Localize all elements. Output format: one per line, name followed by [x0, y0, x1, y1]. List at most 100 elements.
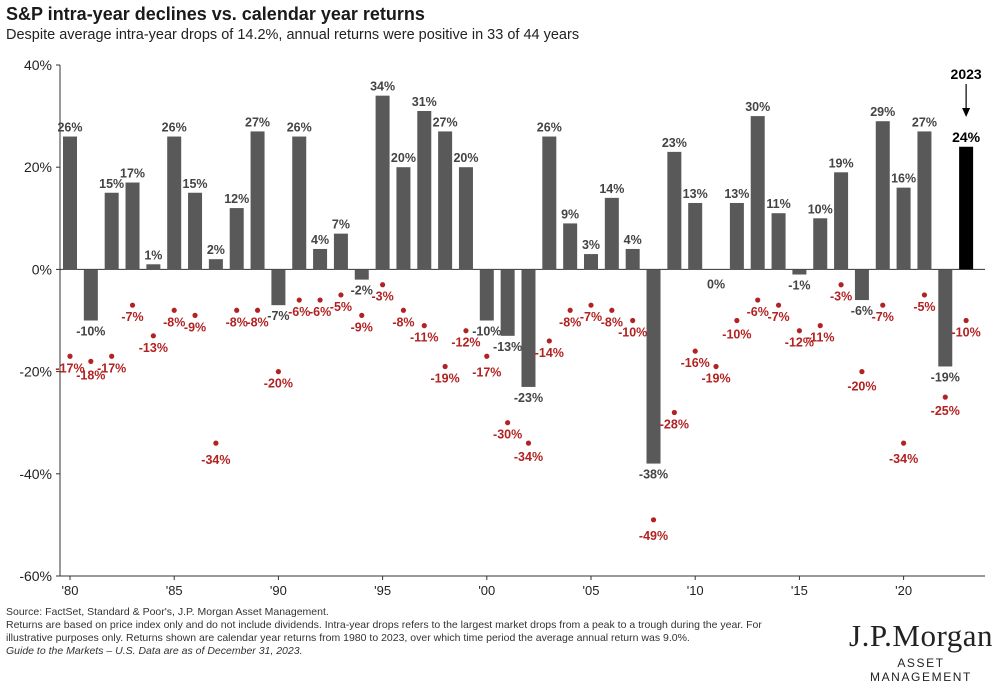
bar-label: 26% — [162, 121, 187, 135]
drop-dot — [88, 358, 94, 364]
drop-label: -3% — [830, 290, 852, 304]
return-bar — [854, 269, 869, 301]
bar-label: 27% — [912, 115, 937, 129]
drop-label: -8% — [226, 315, 248, 329]
footnote-guide: Guide to the Markets – U.S. Data are as … — [6, 645, 303, 657]
drop-dot — [213, 440, 219, 446]
drop-dot — [775, 302, 782, 308]
bar-label: -10% — [472, 325, 501, 339]
drop-label: -7% — [767, 310, 789, 324]
drop-dot — [838, 282, 844, 288]
bar-label: -38% — [639, 468, 668, 482]
drop-label: -8% — [601, 315, 623, 329]
drop-label: -12% — [785, 336, 814, 350]
drop-dot — [921, 292, 928, 298]
return-bar — [104, 192, 119, 270]
bar-label: 27% — [245, 115, 270, 129]
bar-label: -2% — [351, 284, 373, 298]
drop-dot — [338, 292, 344, 298]
drop-label: -20% — [264, 377, 293, 391]
return-bar — [542, 136, 557, 270]
bar-label: 13% — [724, 187, 749, 201]
return-bar — [584, 254, 598, 270]
return-bar — [646, 269, 661, 464]
drop-dot — [609, 307, 615, 313]
footnote: Source: FactSet, Standard & Poor's, J.P.… — [6, 606, 806, 658]
drop-label: -7% — [121, 310, 143, 324]
drop-dot — [713, 363, 719, 370]
y-tick-label: -40% — [19, 466, 52, 482]
return-bar — [167, 136, 182, 270]
drop-dot — [275, 369, 281, 375]
drop-dot — [442, 363, 448, 370]
drop-dot — [588, 302, 594, 308]
drop-dot — [650, 517, 657, 523]
drop-dot — [546, 338, 552, 344]
highlight-bar-label: 24% — [952, 129, 981, 145]
drop-dot — [171, 307, 177, 313]
drop-label: -30% — [493, 428, 522, 442]
drop-dot — [796, 328, 803, 334]
x-tick-label: '10 — [687, 583, 704, 598]
chart-subtitle: Despite average intra-year drops of 14.2… — [6, 27, 580, 43]
drop-label: -5% — [330, 300, 352, 314]
y-tick-label: 40% — [24, 57, 52, 73]
drop-dot — [859, 369, 865, 375]
drop-label: -17% — [472, 365, 501, 379]
bar-label: -1% — [788, 279, 810, 293]
drop-label: -7% — [872, 310, 894, 324]
bar-label: -23% — [514, 391, 543, 405]
drop-dot — [192, 312, 198, 318]
drop-dot — [317, 297, 323, 303]
drop-label: -49% — [639, 529, 668, 543]
drop-label: -6% — [747, 305, 769, 319]
drop-label: -11% — [806, 331, 835, 345]
highlight-arrow-head — [962, 108, 971, 117]
x-tick-label: '85 — [166, 583, 183, 598]
drop-label: -6% — [288, 305, 310, 319]
return-bar — [271, 269, 286, 306]
return-bar — [375, 95, 390, 270]
return-bar — [146, 264, 161, 270]
return-bar — [63, 136, 77, 270]
return-bar — [188, 192, 203, 270]
bar-label: 9% — [561, 207, 579, 221]
drop-dot — [525, 440, 532, 446]
return-bar — [521, 269, 536, 387]
drop-dot — [755, 297, 761, 303]
return-bar — [396, 167, 411, 270]
drop-label: -19% — [701, 371, 730, 385]
bar-label: 27% — [433, 115, 458, 129]
x-tick-label: '20 — [895, 583, 912, 598]
drop-label: -8% — [559, 315, 581, 329]
return-bar — [417, 110, 432, 270]
drop-label: -12% — [451, 336, 480, 350]
drop-dot — [359, 312, 365, 318]
drop-label: -34% — [889, 452, 918, 466]
drop-label: -6% — [309, 305, 331, 319]
y-tick-label: -20% — [19, 364, 52, 380]
x-tick-label: '15 — [791, 583, 808, 598]
footnote-source: Source: FactSet, Standard & Poor's, J.P.… — [6, 606, 329, 618]
bar-label: -6% — [851, 304, 873, 318]
drop-label: -10% — [952, 326, 981, 340]
drop-label: -11% — [410, 331, 439, 345]
drop-label: -28% — [660, 417, 689, 431]
return-bar — [688, 202, 703, 270]
return-bar — [750, 116, 765, 270]
bar-label: 16% — [891, 172, 916, 186]
drop-dot — [505, 420, 511, 426]
drop-label: -9% — [184, 320, 206, 334]
drop-label: -9% — [351, 320, 373, 334]
x-tick-label: '95 — [374, 583, 391, 598]
logo-sub: ASSET MANAGEMENT — [869, 656, 972, 684]
drop-dot — [150, 333, 156, 339]
drop-dot — [463, 328, 469, 334]
drop-label: -14% — [535, 346, 564, 360]
drop-label: -8% — [246, 315, 268, 329]
bar-label: 13% — [683, 187, 708, 201]
drop-label: -10% — [722, 328, 751, 342]
drop-label: -17% — [97, 361, 126, 375]
bar-label: 14% — [599, 182, 624, 196]
drop-label: -10% — [618, 326, 647, 340]
